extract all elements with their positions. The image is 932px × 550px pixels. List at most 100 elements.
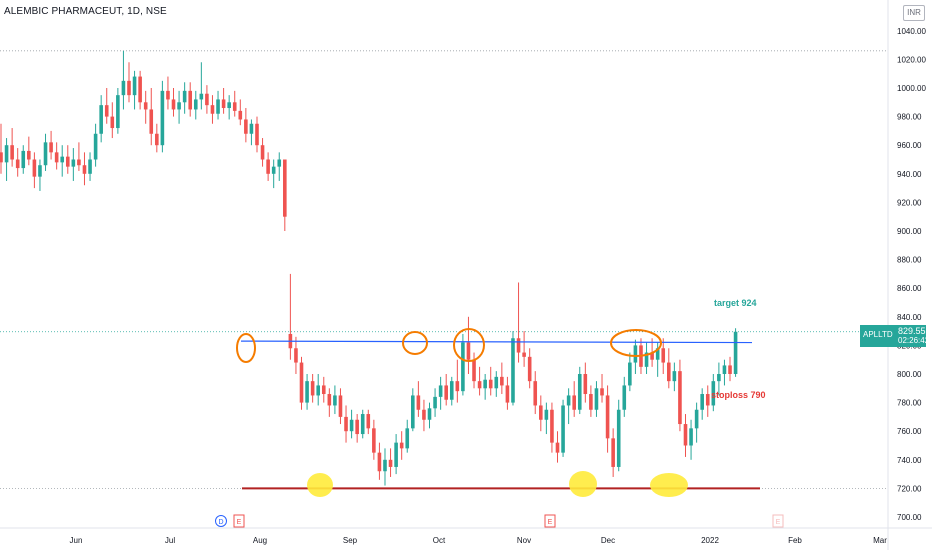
candle-body [116,95,120,129]
y-tick-label[interactable]: 700.00 [897,513,922,522]
candle-body [21,150,26,169]
candle-body [171,99,176,110]
candle-body [433,396,437,409]
candle-body [555,442,560,453]
candle-body [188,90,193,110]
y-tick-label[interactable]: 920.00 [897,198,922,207]
candle-body [527,356,532,382]
currency-badge[interactable]: INR [903,5,925,21]
candlesticks [0,50,738,486]
y-tick-label[interactable]: 880.00 [897,256,922,265]
candle-body [132,76,137,96]
candle-body [249,123,254,134]
candle-body [360,414,365,435]
event-marker-label: E [548,519,553,526]
candle-body [316,385,321,396]
candle-body [594,388,599,410]
candle-body [238,110,243,120]
candle-body [488,379,493,389]
candle-body [138,76,142,103]
candle-body [600,388,604,396]
x-tick-label[interactable]: 2022 [701,536,719,545]
candle-body [461,342,465,392]
candle-body [260,145,265,160]
y-tick-label[interactable]: 740.00 [897,456,922,465]
candle-body [438,385,443,397]
candle-body [349,419,354,432]
y-tick-label[interactable]: 840.00 [897,313,922,322]
y-tick-label[interactable]: 780.00 [897,399,922,408]
y-tick-label[interactable]: 860.00 [897,284,922,293]
candle-body [405,428,410,449]
event-marker-label: E [237,519,242,526]
earnings-marker-icon[interactable] [233,514,245,528]
x-tick-label[interactable]: Oct [433,536,446,545]
candle-body [355,419,359,435]
candle-body [566,395,571,406]
candle-body [589,394,593,410]
y-tick-label[interactable]: 1020.00 [897,55,926,64]
candle-body [227,102,231,109]
candle-body [377,452,382,472]
support-highlight [307,473,333,497]
candle-body [127,80,131,96]
candle-body [205,93,209,106]
candle-body [422,409,426,420]
candle-body [4,145,9,163]
candle-body [655,348,660,360]
candle-body [466,342,471,360]
candle-body [399,442,404,449]
candle-body [494,376,499,389]
x-tick-label[interactable]: Jul [165,536,175,545]
candle-body [149,109,154,134]
x-tick-label[interactable]: Aug [253,536,267,545]
time-axis[interactable]: Jun Jul Aug Sep Oct Nov Dec 2022 Feb Mar [0,527,932,545]
candle-body [522,352,526,357]
x-tick-label[interactable]: Mar [873,536,887,545]
y-tick-label[interactable]: 980.00 [897,113,922,122]
candle-body [622,385,627,410]
y-tick-label[interactable]: 1000.00 [897,84,926,93]
candle-body [455,381,460,392]
y-tick-label[interactable]: 720.00 [897,484,922,493]
candle-body [155,133,159,146]
earnings-marker-icon[interactable] [544,514,556,528]
x-tick-label[interactable]: Nov [517,536,531,545]
x-tick-label[interactable]: Jun [70,536,83,545]
candle-body [271,166,276,174]
candle-body [182,90,187,103]
candle-body [244,119,248,134]
candle-body [143,102,148,110]
y-tick-label[interactable]: 800.00 [897,370,922,379]
resistance-circle [236,333,256,363]
x-tick-label[interactable]: Dec [601,536,615,545]
candle-body [372,428,376,453]
candle-body [705,394,710,406]
candle-body [733,331,738,374]
x-tick-label[interactable]: Feb [788,536,802,545]
candle-body [32,159,37,177]
dividend-marker-icon[interactable] [215,515,227,527]
candle-body [633,345,638,363]
y-tick-label[interactable]: 960.00 [897,141,922,150]
horizontal-lines [0,50,888,489]
earnings-marker-icon[interactable] [772,514,784,528]
symbol-label: APLLTD [863,330,893,339]
x-tick-label[interactable]: Sep [343,536,358,545]
candle-body [366,414,371,429]
candle-body [232,102,237,111]
candle-body [444,385,448,400]
y-tick-label[interactable]: 760.00 [897,427,922,436]
price-axis[interactable]: 700.00720.00740.00760.00780.00800.00820.… [887,0,926,550]
y-tick-label[interactable]: 940.00 [897,170,922,179]
candle-body [689,428,693,446]
candle-body [550,409,554,443]
candle-body [99,105,103,134]
candle-body [500,376,504,386]
y-tick-label[interactable]: 1040.00 [897,27,926,36]
y-tick-label[interactable]: 900.00 [897,227,922,236]
candle-body [333,395,337,406]
chart-title[interactable]: ALEMBIC PHARMACEUT, 1D, NSE [4,6,167,17]
candle-body [427,408,432,420]
